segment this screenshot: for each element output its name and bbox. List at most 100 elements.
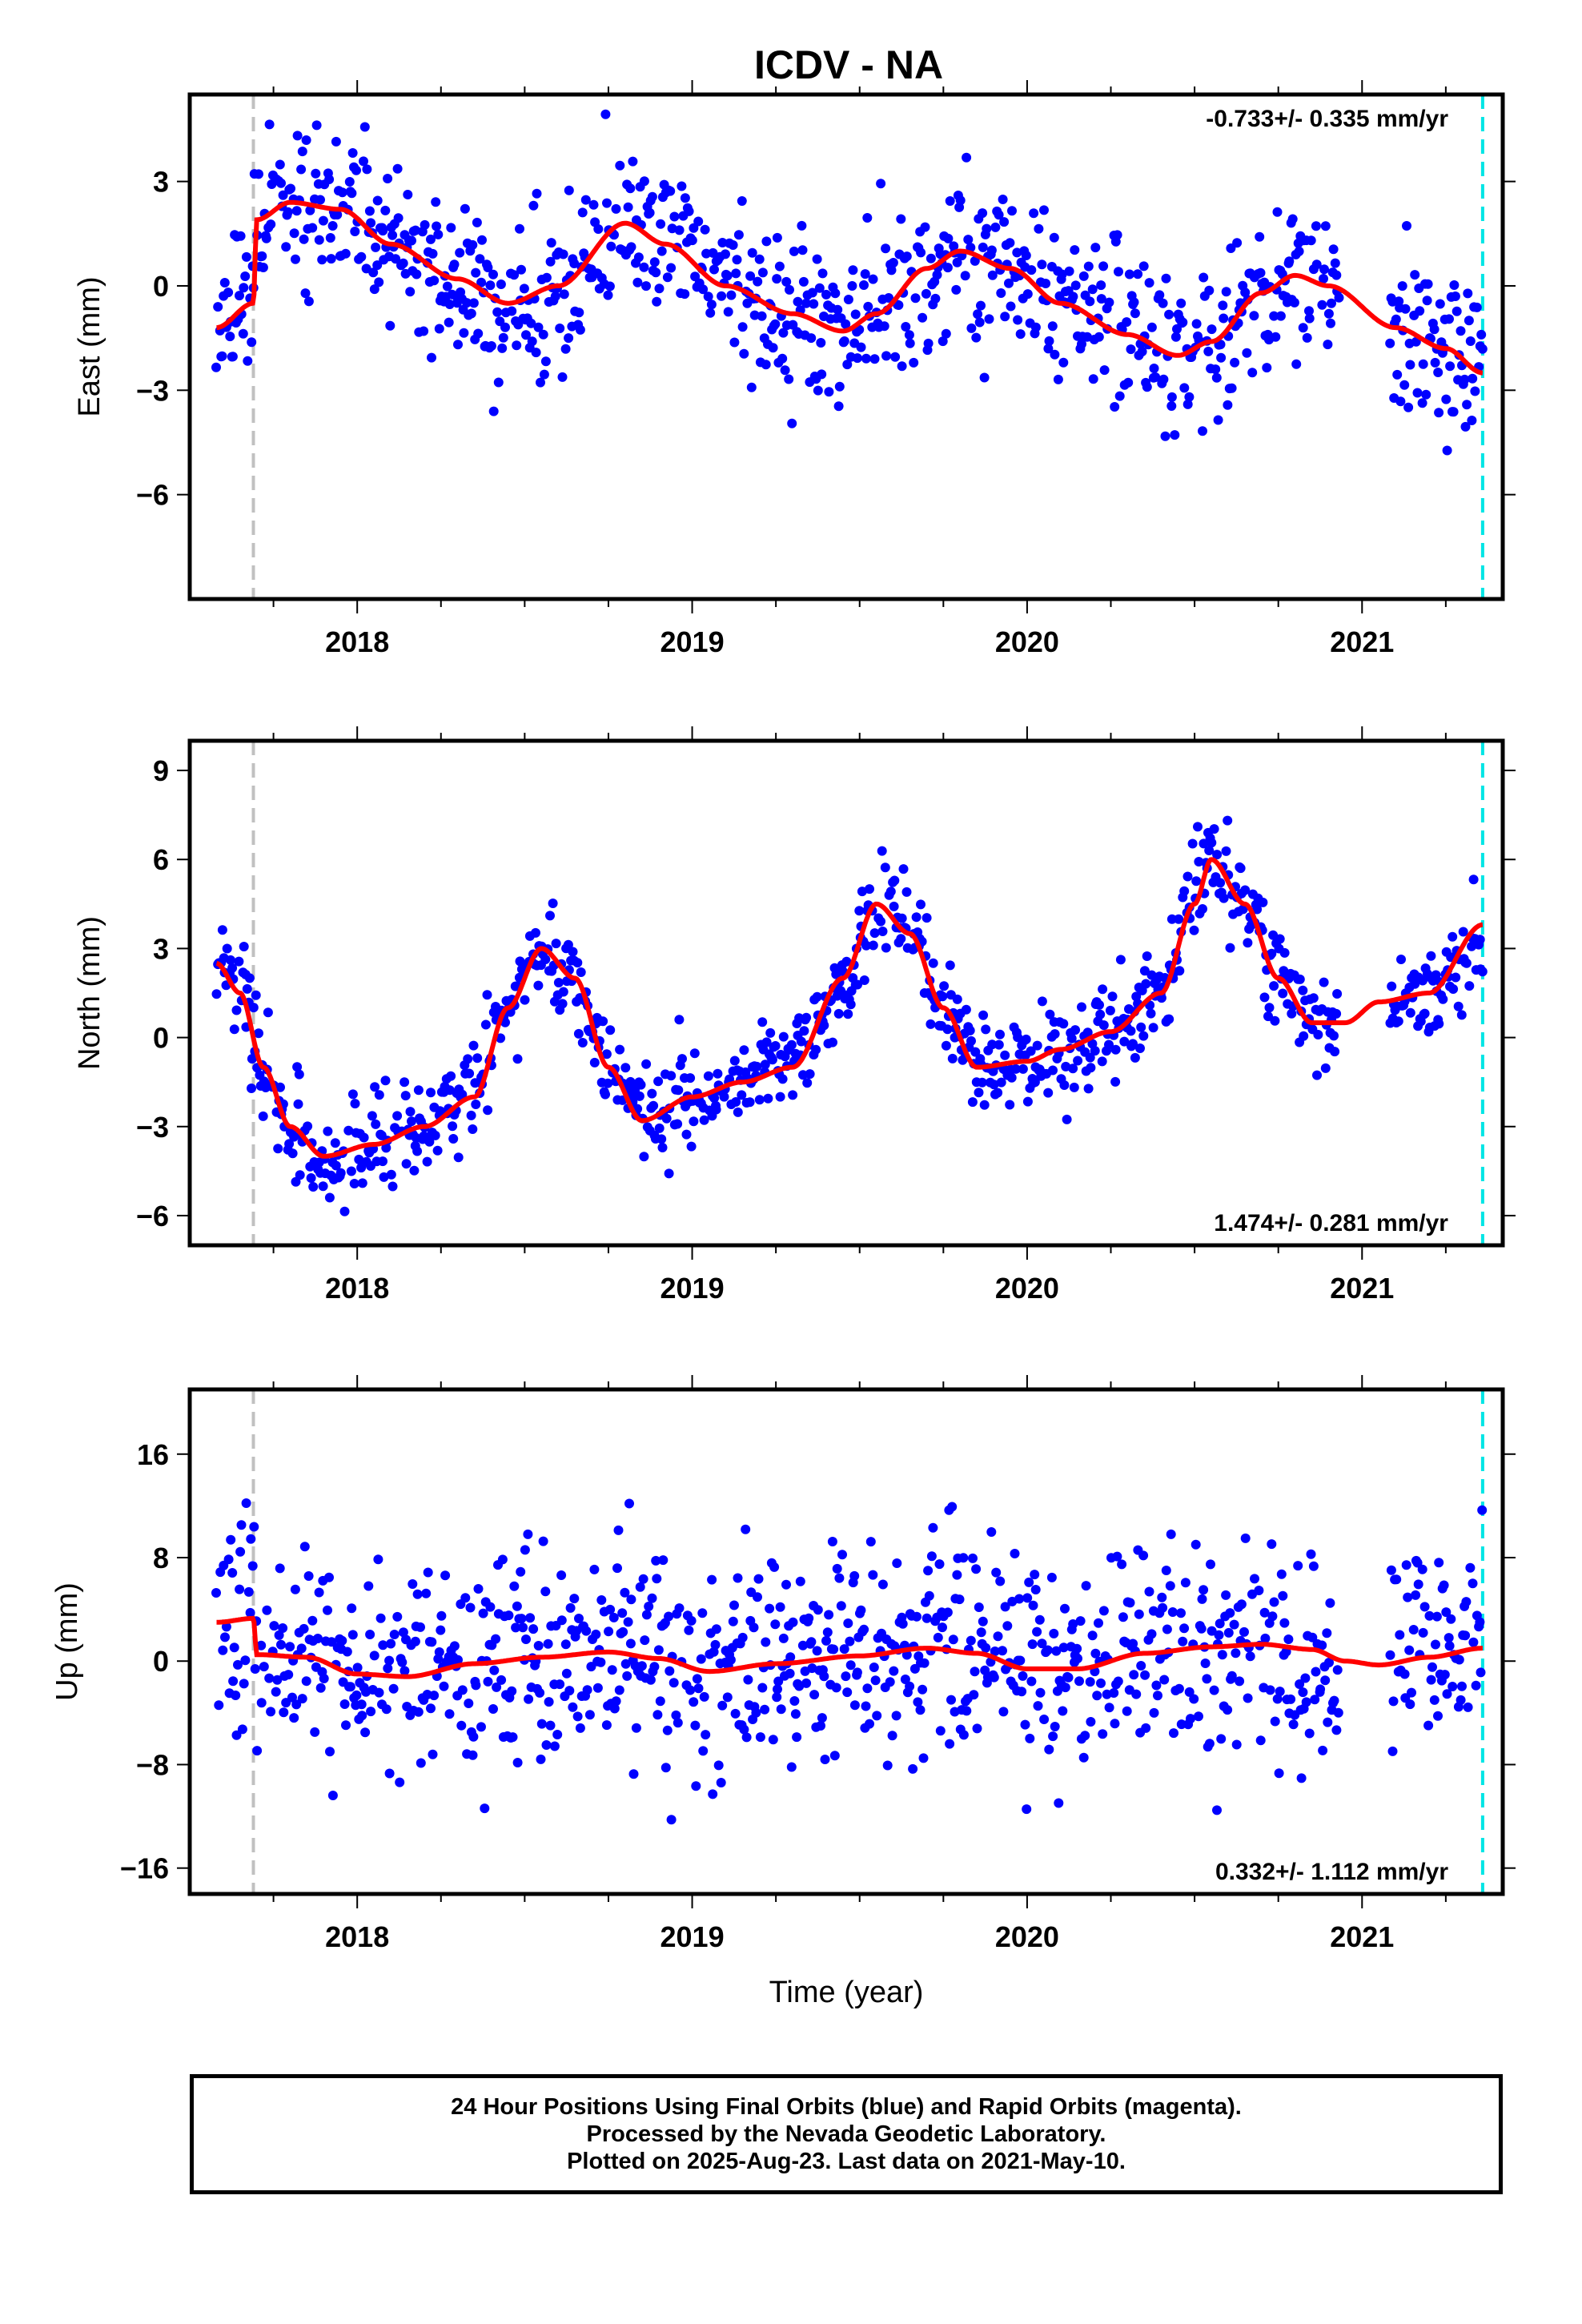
data-point <box>930 293 941 304</box>
data-point <box>843 295 853 304</box>
data-point <box>603 290 613 300</box>
data-point <box>1083 261 1094 271</box>
data-point <box>250 1664 260 1674</box>
data-point <box>1138 261 1149 271</box>
data-point <box>1304 306 1314 316</box>
x-tick-label: 2019 <box>661 625 725 658</box>
data-point <box>1015 329 1026 340</box>
data-point <box>1434 1558 1444 1568</box>
data-point <box>1096 280 1106 291</box>
data-point <box>468 1124 478 1134</box>
data-point <box>968 1553 978 1563</box>
data-point <box>378 1156 387 1167</box>
data-point <box>582 1685 592 1695</box>
data-point <box>710 1639 721 1650</box>
data-point <box>1025 1733 1035 1743</box>
data-point <box>640 1635 650 1646</box>
data-point <box>889 901 899 911</box>
data-point <box>757 1683 768 1693</box>
data-point <box>1270 1716 1280 1727</box>
data-point <box>789 246 799 256</box>
data-point <box>575 1723 585 1733</box>
data-point <box>573 1028 584 1039</box>
data-point <box>799 1026 809 1036</box>
data-point <box>553 978 564 987</box>
data-point <box>751 1707 761 1718</box>
data-point <box>1433 368 1443 377</box>
data-point <box>600 109 611 119</box>
data-point <box>460 1593 471 1603</box>
data-point <box>351 165 361 175</box>
data-point <box>1026 1676 1037 1687</box>
data-point <box>371 242 381 252</box>
data-point <box>520 995 530 1005</box>
data-point <box>777 353 788 364</box>
data-point <box>242 983 252 994</box>
data-point <box>817 1713 827 1723</box>
data-point <box>862 213 873 223</box>
data-point <box>648 1100 659 1111</box>
data-point <box>641 1059 652 1069</box>
data-point <box>471 267 481 278</box>
data-point <box>1476 1667 1486 1678</box>
data-point <box>1035 1687 1046 1698</box>
data-point <box>279 1707 289 1718</box>
data-point <box>539 369 549 380</box>
data-point <box>373 1554 383 1565</box>
data-point <box>1230 357 1240 368</box>
data-point <box>407 235 416 246</box>
data-point <box>313 1634 323 1643</box>
data-point <box>1022 1096 1033 1107</box>
data-point <box>865 1537 876 1547</box>
data-point <box>236 1520 247 1530</box>
data-point <box>970 1667 980 1677</box>
data-point <box>228 1676 239 1687</box>
data-point <box>859 975 869 985</box>
data-point <box>733 230 744 240</box>
y-tick-label: 3 <box>153 932 169 965</box>
data-point <box>885 887 896 897</box>
data-point <box>434 1647 444 1657</box>
data-point <box>544 1697 554 1707</box>
data-point <box>843 1009 853 1019</box>
data-point <box>656 1134 667 1144</box>
data-point <box>1289 297 1299 308</box>
data-point <box>970 255 980 266</box>
data-point <box>1219 313 1229 324</box>
data-point <box>1456 1695 1466 1705</box>
data-point <box>240 1655 251 1666</box>
data-point <box>1085 1677 1095 1687</box>
data-point <box>1475 935 1485 945</box>
data-point <box>1225 1608 1235 1618</box>
data-point <box>227 963 238 973</box>
data-point <box>769 1562 780 1572</box>
data-point <box>674 225 685 235</box>
data-point <box>1198 426 1207 436</box>
data-point <box>1070 1025 1080 1035</box>
data-point <box>832 1563 842 1574</box>
data-point <box>772 274 782 284</box>
data-point <box>531 348 541 358</box>
data-point <box>254 1028 263 1039</box>
data-point <box>546 238 556 248</box>
data-point <box>677 1054 687 1064</box>
data-point <box>1010 1549 1020 1558</box>
data-point <box>1439 1670 1450 1680</box>
data-point <box>1419 1008 1430 1019</box>
rate-label: 0.332+/- 1.112 mm/yr <box>1215 1859 1448 1885</box>
data-point <box>1417 1564 1427 1574</box>
data-point <box>1024 1577 1034 1587</box>
data-point <box>842 360 853 370</box>
data-point <box>935 1726 946 1736</box>
data-point <box>1223 815 1233 826</box>
data-point <box>291 1699 302 1710</box>
data-point <box>1191 876 1202 887</box>
data-point <box>1095 1009 1106 1019</box>
x-tick-label: 2021 <box>1330 1920 1394 1953</box>
data-point <box>488 1704 498 1714</box>
data-point <box>392 1111 403 1121</box>
data-point <box>444 300 455 309</box>
data-point <box>865 884 874 895</box>
data-point <box>786 1762 797 1772</box>
data-point <box>229 1024 239 1035</box>
